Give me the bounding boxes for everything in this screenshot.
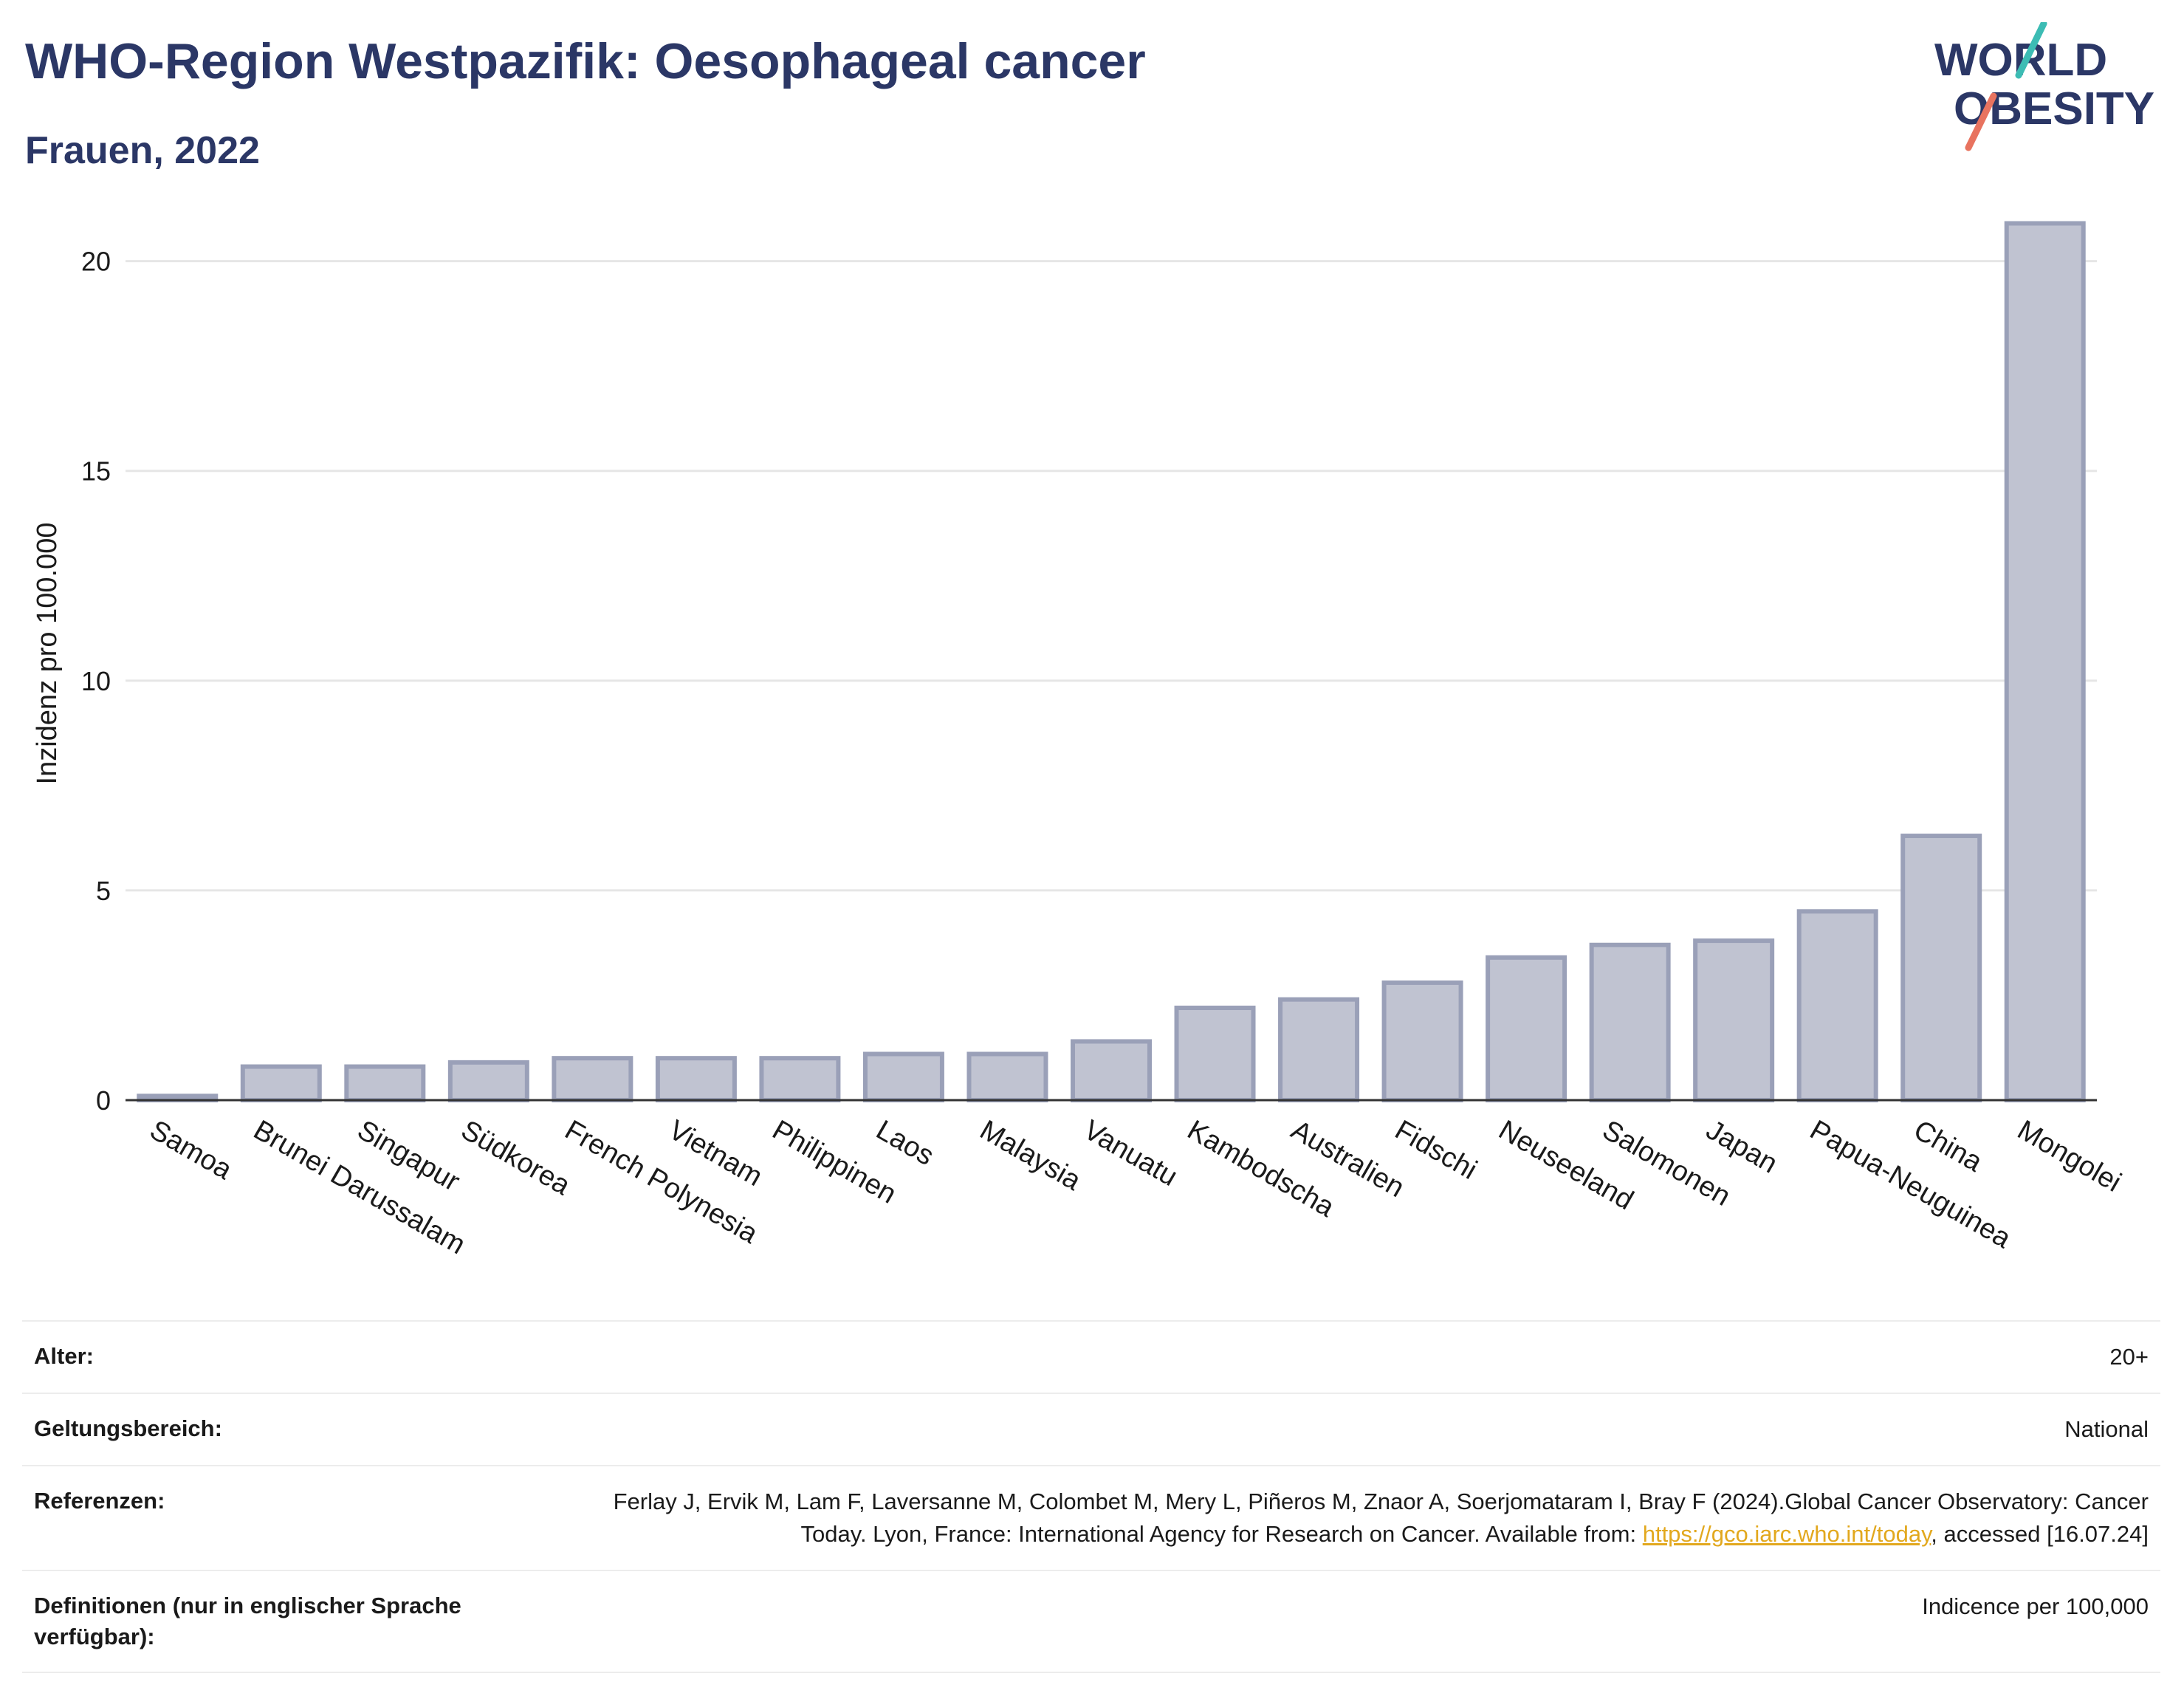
bar-kambodscha xyxy=(1174,1006,1256,1102)
bars xyxy=(126,221,2097,1103)
reference-accessed: , accessed [16.07.24] xyxy=(1931,1521,2149,1547)
x-tick-label: China xyxy=(1909,1114,1988,1178)
x-tick-label: Papua-Neuguinea xyxy=(1804,1114,2016,1254)
x-tick-labels: Samoa Brunei DarussalamSingapurSüdkoreaFr… xyxy=(145,1114,2126,1260)
bar-french-polynesia xyxy=(552,1056,633,1102)
x-tick-label: Japan xyxy=(1701,1114,1783,1179)
info-row-definitions: Definitionen (nur in englischer Sprache … xyxy=(22,1570,2160,1673)
info-value: Indicence per 100,000 xyxy=(1922,1593,2149,1619)
y-tick-label: 5 xyxy=(96,876,111,906)
info-label: Geltungsbereich: xyxy=(34,1415,222,1441)
info-label: Alter: xyxy=(34,1343,94,1369)
y-tick-labels: 0 5 10 15 20 xyxy=(81,247,111,1116)
bar-s-dkorea xyxy=(447,1060,529,1103)
x-tick-label: Malaysia xyxy=(975,1114,1087,1197)
bar-malaysia xyxy=(966,1051,1048,1102)
info-table: Alter: 20+ Geltungsbereich: National Ref… xyxy=(22,1320,2160,1673)
x-tick-label: Südkorea xyxy=(456,1114,576,1201)
info-row-age: Alter: 20+ xyxy=(22,1320,2160,1393)
bar-chart: 0 5 10 15 20 Samoa Brunei DarussalamSingapurS… xyxy=(32,221,2126,1260)
info-row-references: Referenzen: Ferlay J, Ervik M, Lam F, La… xyxy=(22,1465,2160,1570)
bar-laos xyxy=(862,1051,944,1102)
bar-fidschi xyxy=(1381,980,1463,1102)
x-tick-label: Laos xyxy=(870,1114,938,1172)
y-tick-label: 15 xyxy=(81,456,111,487)
bar-singapur xyxy=(344,1064,426,1102)
info-label: Referenzen: xyxy=(34,1488,165,1514)
reference-link[interactable]: https://gco.iarc.who.int/today xyxy=(1642,1521,1931,1547)
x-tick-label: Samoa xyxy=(145,1114,238,1186)
info-label: Definitionen (nur in englischer Sprache … xyxy=(34,1593,461,1649)
y-axis-label: Inzidenz pro 100.000 xyxy=(32,523,63,785)
reference-text: Ferlay J, Ervik M, Lam F, Laversanne M, … xyxy=(613,1489,2149,1547)
info-value: Ferlay J, Ervik M, Lam F, Laversanne M, … xyxy=(561,1486,2149,1551)
bar-philippinen xyxy=(759,1056,841,1102)
bar-japan xyxy=(1693,938,1775,1103)
y-tick-label: 20 xyxy=(81,247,111,277)
world-obesity-logo: WORLD OBESITY xyxy=(1934,22,2154,151)
bar-papua-neuguinea xyxy=(1796,909,1878,1103)
y-tick-label: 10 xyxy=(81,666,111,696)
logo-accent-top xyxy=(2015,22,2047,79)
bar-vanuatu xyxy=(1071,1039,1152,1103)
page-title: WHO-Region Westpazifik: Oesophageal canc… xyxy=(25,33,1146,89)
bar-china xyxy=(1900,834,1982,1102)
bar-neuseeland xyxy=(1486,955,1567,1103)
bar-australien xyxy=(1278,997,1360,1102)
x-tick-label: Vanuatu xyxy=(1079,1114,1183,1192)
logo-accent-bottom xyxy=(1965,92,1997,151)
grid-lines xyxy=(126,260,2097,892)
x-tick-label: Mongolei xyxy=(2012,1114,2126,1198)
page-subtitle: Frauen, 2022 xyxy=(25,129,260,172)
bar-brunei-darussalam xyxy=(240,1064,322,1102)
info-row-scope: Geltungsbereich: National xyxy=(22,1393,2160,1465)
info-value: National xyxy=(2064,1416,2149,1442)
bar-vietnam xyxy=(655,1056,737,1102)
bar-mongolei xyxy=(2004,221,2086,1102)
x-tick-label: French Polynesia xyxy=(560,1114,763,1250)
bar-salomonen xyxy=(1589,942,1671,1102)
y-tick-label: 0 xyxy=(96,1085,111,1116)
info-value: 20+ xyxy=(2109,1344,2149,1370)
